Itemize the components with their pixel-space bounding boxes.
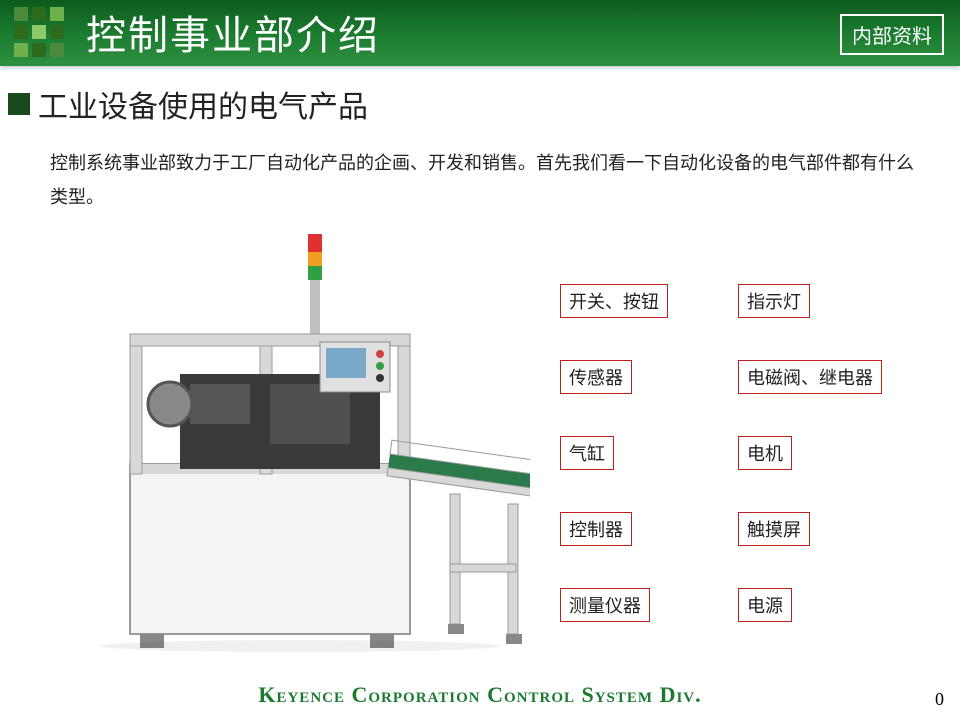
square-bullet-icon bbox=[8, 93, 30, 115]
label-item: 指示灯 bbox=[738, 284, 810, 318]
label-item: 测量仪器 bbox=[560, 588, 650, 622]
slide-header: 控制事业部介绍 内部资料 bbox=[0, 0, 960, 66]
page-title: 控制事业部介绍 bbox=[86, 3, 380, 61]
logo-icon bbox=[14, 7, 64, 57]
internal-badge: 内部资料 bbox=[840, 14, 944, 55]
subtitle: 工业设备使用的电气产品 bbox=[38, 82, 368, 126]
label-item: 气缸 bbox=[560, 436, 614, 470]
label-item: 电磁阀、继电器 bbox=[738, 360, 882, 394]
footer-text: Keyence Corporation Control System Div. bbox=[0, 682, 960, 708]
page-number: 0 bbox=[935, 689, 944, 710]
label-item: 触摸屏 bbox=[738, 512, 810, 546]
intro-paragraph: 控制系统事业部致力于工厂自动化产品的企画、开发和销售。首先我们看一下自动化设备的… bbox=[50, 146, 930, 214]
component-label-grid: 开关、按钮 指示灯 传感器 电磁阀、继电器 气缸 电机 控制器 触摸屏 测量仪器… bbox=[560, 284, 882, 622]
label-item: 控制器 bbox=[560, 512, 632, 546]
subtitle-row: 工业设备使用的电气产品 bbox=[8, 82, 960, 126]
label-item: 开关、按钮 bbox=[560, 284, 668, 318]
label-item: 电源 bbox=[738, 588, 792, 622]
machine-illustration bbox=[70, 234, 530, 654]
label-item: 电机 bbox=[738, 436, 792, 470]
content-area: 开关、按钮 指示灯 传感器 电磁阀、继电器 气缸 电机 控制器 触摸屏 测量仪器… bbox=[0, 224, 960, 684]
label-item: 传感器 bbox=[560, 360, 632, 394]
